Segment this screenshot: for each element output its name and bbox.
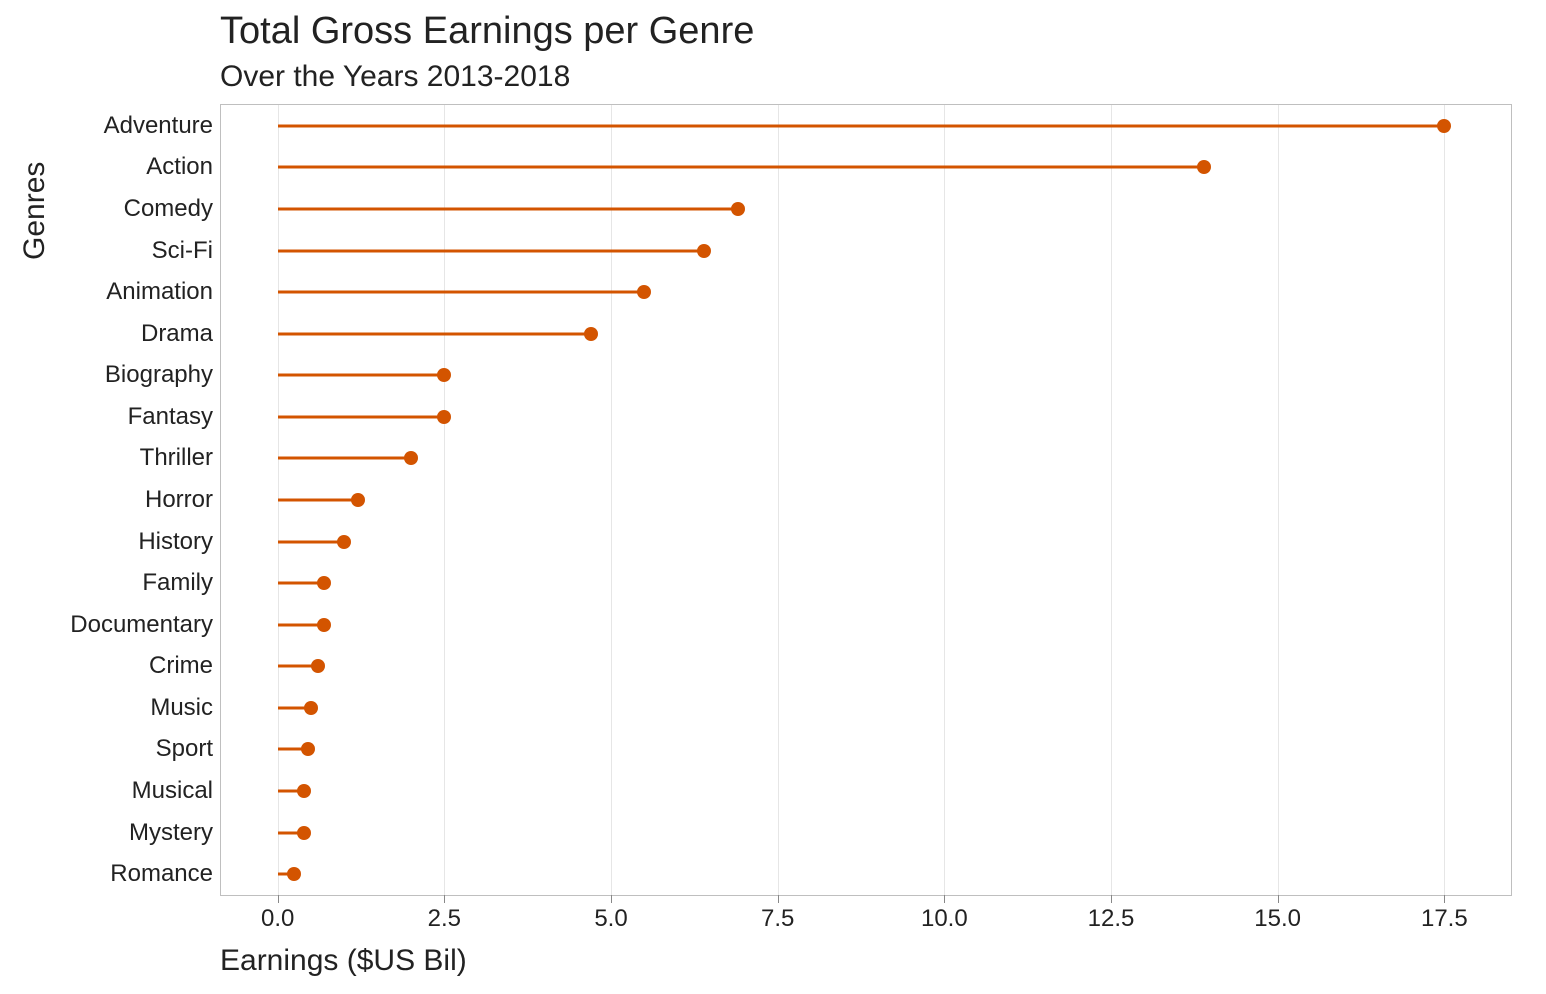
y-tick-label: Music <box>150 694 213 722</box>
lollipop-dot <box>287 867 301 881</box>
chart-subtitle: Over the Years 2013-2018 <box>220 60 570 94</box>
x-tick-label: 17.5 <box>1421 905 1468 933</box>
lollipop-dot <box>317 576 331 590</box>
lollipop-stem <box>278 291 645 294</box>
y-tick-label: Sport <box>156 735 213 763</box>
gridline <box>1444 105 1445 895</box>
y-tick-label: Thriller <box>140 444 213 472</box>
gridline <box>778 105 779 895</box>
y-tick-label: Action <box>146 153 213 181</box>
lollipop-stem <box>278 457 411 460</box>
lollipop-dot <box>311 659 325 673</box>
x-tick-label: 0.0 <box>261 905 294 933</box>
y-tick-label: Horror <box>145 486 213 514</box>
lollipop-dot <box>404 451 418 465</box>
y-tick-label: Drama <box>141 320 213 348</box>
gridline <box>444 105 445 895</box>
x-axis-label: Earnings ($US Bil) <box>220 944 467 978</box>
lollipop-dot <box>1197 160 1211 174</box>
plot-area: 0.02.55.07.510.012.515.017.5AdventureAct… <box>220 104 1512 896</box>
y-tick-label: Animation <box>106 278 213 306</box>
x-tick-label: 2.5 <box>428 905 461 933</box>
lollipop-stem <box>278 332 591 335</box>
lollipop-dot <box>1437 119 1451 133</box>
x-tick-mark <box>278 895 279 903</box>
lollipop-stem <box>278 249 705 252</box>
x-tick-mark <box>1444 895 1445 903</box>
lollipop-dot <box>731 202 745 216</box>
x-tick-label: 10.0 <box>921 905 968 933</box>
x-tick-label: 15.0 <box>1254 905 1301 933</box>
y-tick-label: Comedy <box>124 195 213 223</box>
x-tick-label: 7.5 <box>761 905 794 933</box>
y-tick-label: History <box>138 528 213 556</box>
lollipop-dot <box>317 618 331 632</box>
y-tick-label: Fantasy <box>128 403 213 431</box>
x-tick-mark <box>1111 895 1112 903</box>
y-tick-label: Musical <box>132 777 213 805</box>
x-tick-label: 5.0 <box>594 905 627 933</box>
lollipop-stem <box>278 499 358 502</box>
lollipop-dot <box>437 368 451 382</box>
gridline <box>1111 105 1112 895</box>
lollipop-dot <box>697 244 711 258</box>
y-tick-label: Family <box>142 569 213 597</box>
lollipop-stem <box>278 415 445 418</box>
y-tick-label: Crime <box>149 652 213 680</box>
lollipop-dot <box>297 784 311 798</box>
y-tick-label: Documentary <box>70 611 213 639</box>
gridline <box>611 105 612 895</box>
lollipop-dot <box>637 285 651 299</box>
x-tick-mark <box>444 895 445 903</box>
lollipop-dot <box>304 701 318 715</box>
lollipop-stem <box>278 166 1205 169</box>
y-tick-label: Biography <box>105 361 213 389</box>
x-tick-mark <box>611 895 612 903</box>
chart-title: Total Gross Earnings per Genre <box>220 10 754 53</box>
lollipop-stem <box>278 207 738 210</box>
x-tick-mark <box>944 895 945 903</box>
lollipop-stem <box>278 540 345 543</box>
lollipop-dot <box>351 493 365 507</box>
gridline <box>1278 105 1279 895</box>
lollipop-dot <box>297 826 311 840</box>
lollipop-stem <box>278 124 1445 127</box>
y-tick-label: Romance <box>110 860 213 888</box>
lollipop-dot <box>584 327 598 341</box>
y-axis-label: Genres <box>18 162 52 260</box>
x-tick-mark <box>1278 895 1279 903</box>
lollipop-dot <box>337 535 351 549</box>
y-tick-label: Mystery <box>129 819 213 847</box>
chart-container: Total Gross Earnings per Genre Over the … <box>0 0 1546 994</box>
lollipop-stem <box>278 374 445 377</box>
lollipop-dot <box>437 410 451 424</box>
x-tick-label: 12.5 <box>1088 905 1135 933</box>
y-tick-label: Sci-Fi <box>152 237 213 265</box>
gridline <box>944 105 945 895</box>
x-tick-mark <box>778 895 779 903</box>
y-tick-label: Adventure <box>104 112 213 140</box>
lollipop-dot <box>301 742 315 756</box>
